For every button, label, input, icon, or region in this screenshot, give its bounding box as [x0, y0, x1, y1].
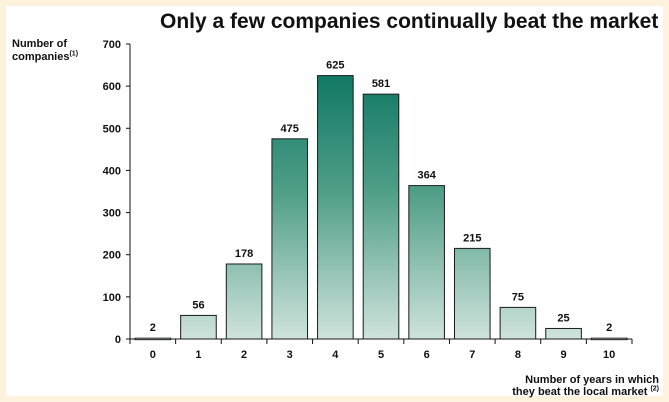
- data-label: 75: [512, 291, 524, 303]
- x-axis-label-line1: Number of years in which: [525, 374, 659, 386]
- data-label: 625: [326, 60, 344, 72]
- y-tick-label: 600: [103, 81, 121, 93]
- data-labels: 2 56 178 475 625 581 364 215 75 25 2: [150, 60, 612, 335]
- x-tick-label: 7: [469, 349, 475, 361]
- y-tick-label: 700: [103, 39, 121, 51]
- x-axis-label: Number of years in which they beat the l…: [512, 374, 659, 398]
- y-tick-label: 100: [103, 292, 121, 304]
- y-axis-label-line2: companies(1): [12, 50, 79, 63]
- y-tick-label: 500: [103, 123, 121, 135]
- data-label: 2: [606, 322, 612, 334]
- data-label: 215: [463, 232, 481, 244]
- x-tick-label: 3: [287, 349, 293, 361]
- bar-8: [499, 306, 537, 340]
- bar-6: [408, 185, 445, 340]
- y-tick-label: 300: [103, 208, 121, 220]
- bar-7: [453, 247, 491, 340]
- x-tick-label: 0: [150, 349, 156, 361]
- y-tick-label: 0: [115, 334, 121, 346]
- y-axis-label-line1: Number of: [12, 38, 67, 50]
- bar-10: [590, 337, 628, 341]
- y-tick-label: 400: [103, 165, 121, 177]
- x-tick-label: 8: [515, 349, 521, 361]
- data-label: 2: [150, 322, 156, 334]
- data-label: 178: [235, 248, 253, 260]
- y-axis-label: Number of companies(1): [12, 38, 78, 64]
- bar-2: [225, 263, 263, 340]
- chart-title: Only a few companies continually beat th…: [160, 10, 659, 33]
- data-label: 56: [192, 299, 204, 311]
- data-label: 475: [281, 123, 299, 135]
- bar-4: [317, 75, 354, 340]
- y-axis: 0 100 200 300 400 500 600 700: [103, 39, 131, 346]
- x-tick-label: 2: [241, 349, 247, 361]
- bar-9: [545, 327, 582, 340]
- data-label: 581: [372, 78, 390, 90]
- x-tick-label: 4: [332, 349, 339, 361]
- bar-1: [180, 314, 217, 340]
- x-tick-label: 9: [560, 349, 566, 361]
- bar-5: [362, 93, 400, 340]
- x-axis-label-line2: they beat the local market (2): [512, 385, 659, 398]
- data-label: 25: [557, 312, 569, 324]
- x-axis: 0 1 2 3 4 5 6 7 8 9 10: [129, 338, 633, 361]
- y-axis-footnote: (1): [69, 50, 79, 58]
- data-label: 364: [417, 170, 436, 182]
- y-tick-label: 200: [103, 250, 121, 262]
- x-tick-label: 10: [603, 349, 615, 361]
- x-axis-footnote: (2): [650, 385, 659, 393]
- bars: [134, 75, 628, 341]
- bar-0: [134, 337, 172, 341]
- bar-3: [271, 138, 309, 340]
- x-tick-label: 6: [424, 349, 430, 361]
- x-tick-label: 1: [195, 349, 201, 361]
- x-tick-label: 5: [378, 349, 384, 361]
